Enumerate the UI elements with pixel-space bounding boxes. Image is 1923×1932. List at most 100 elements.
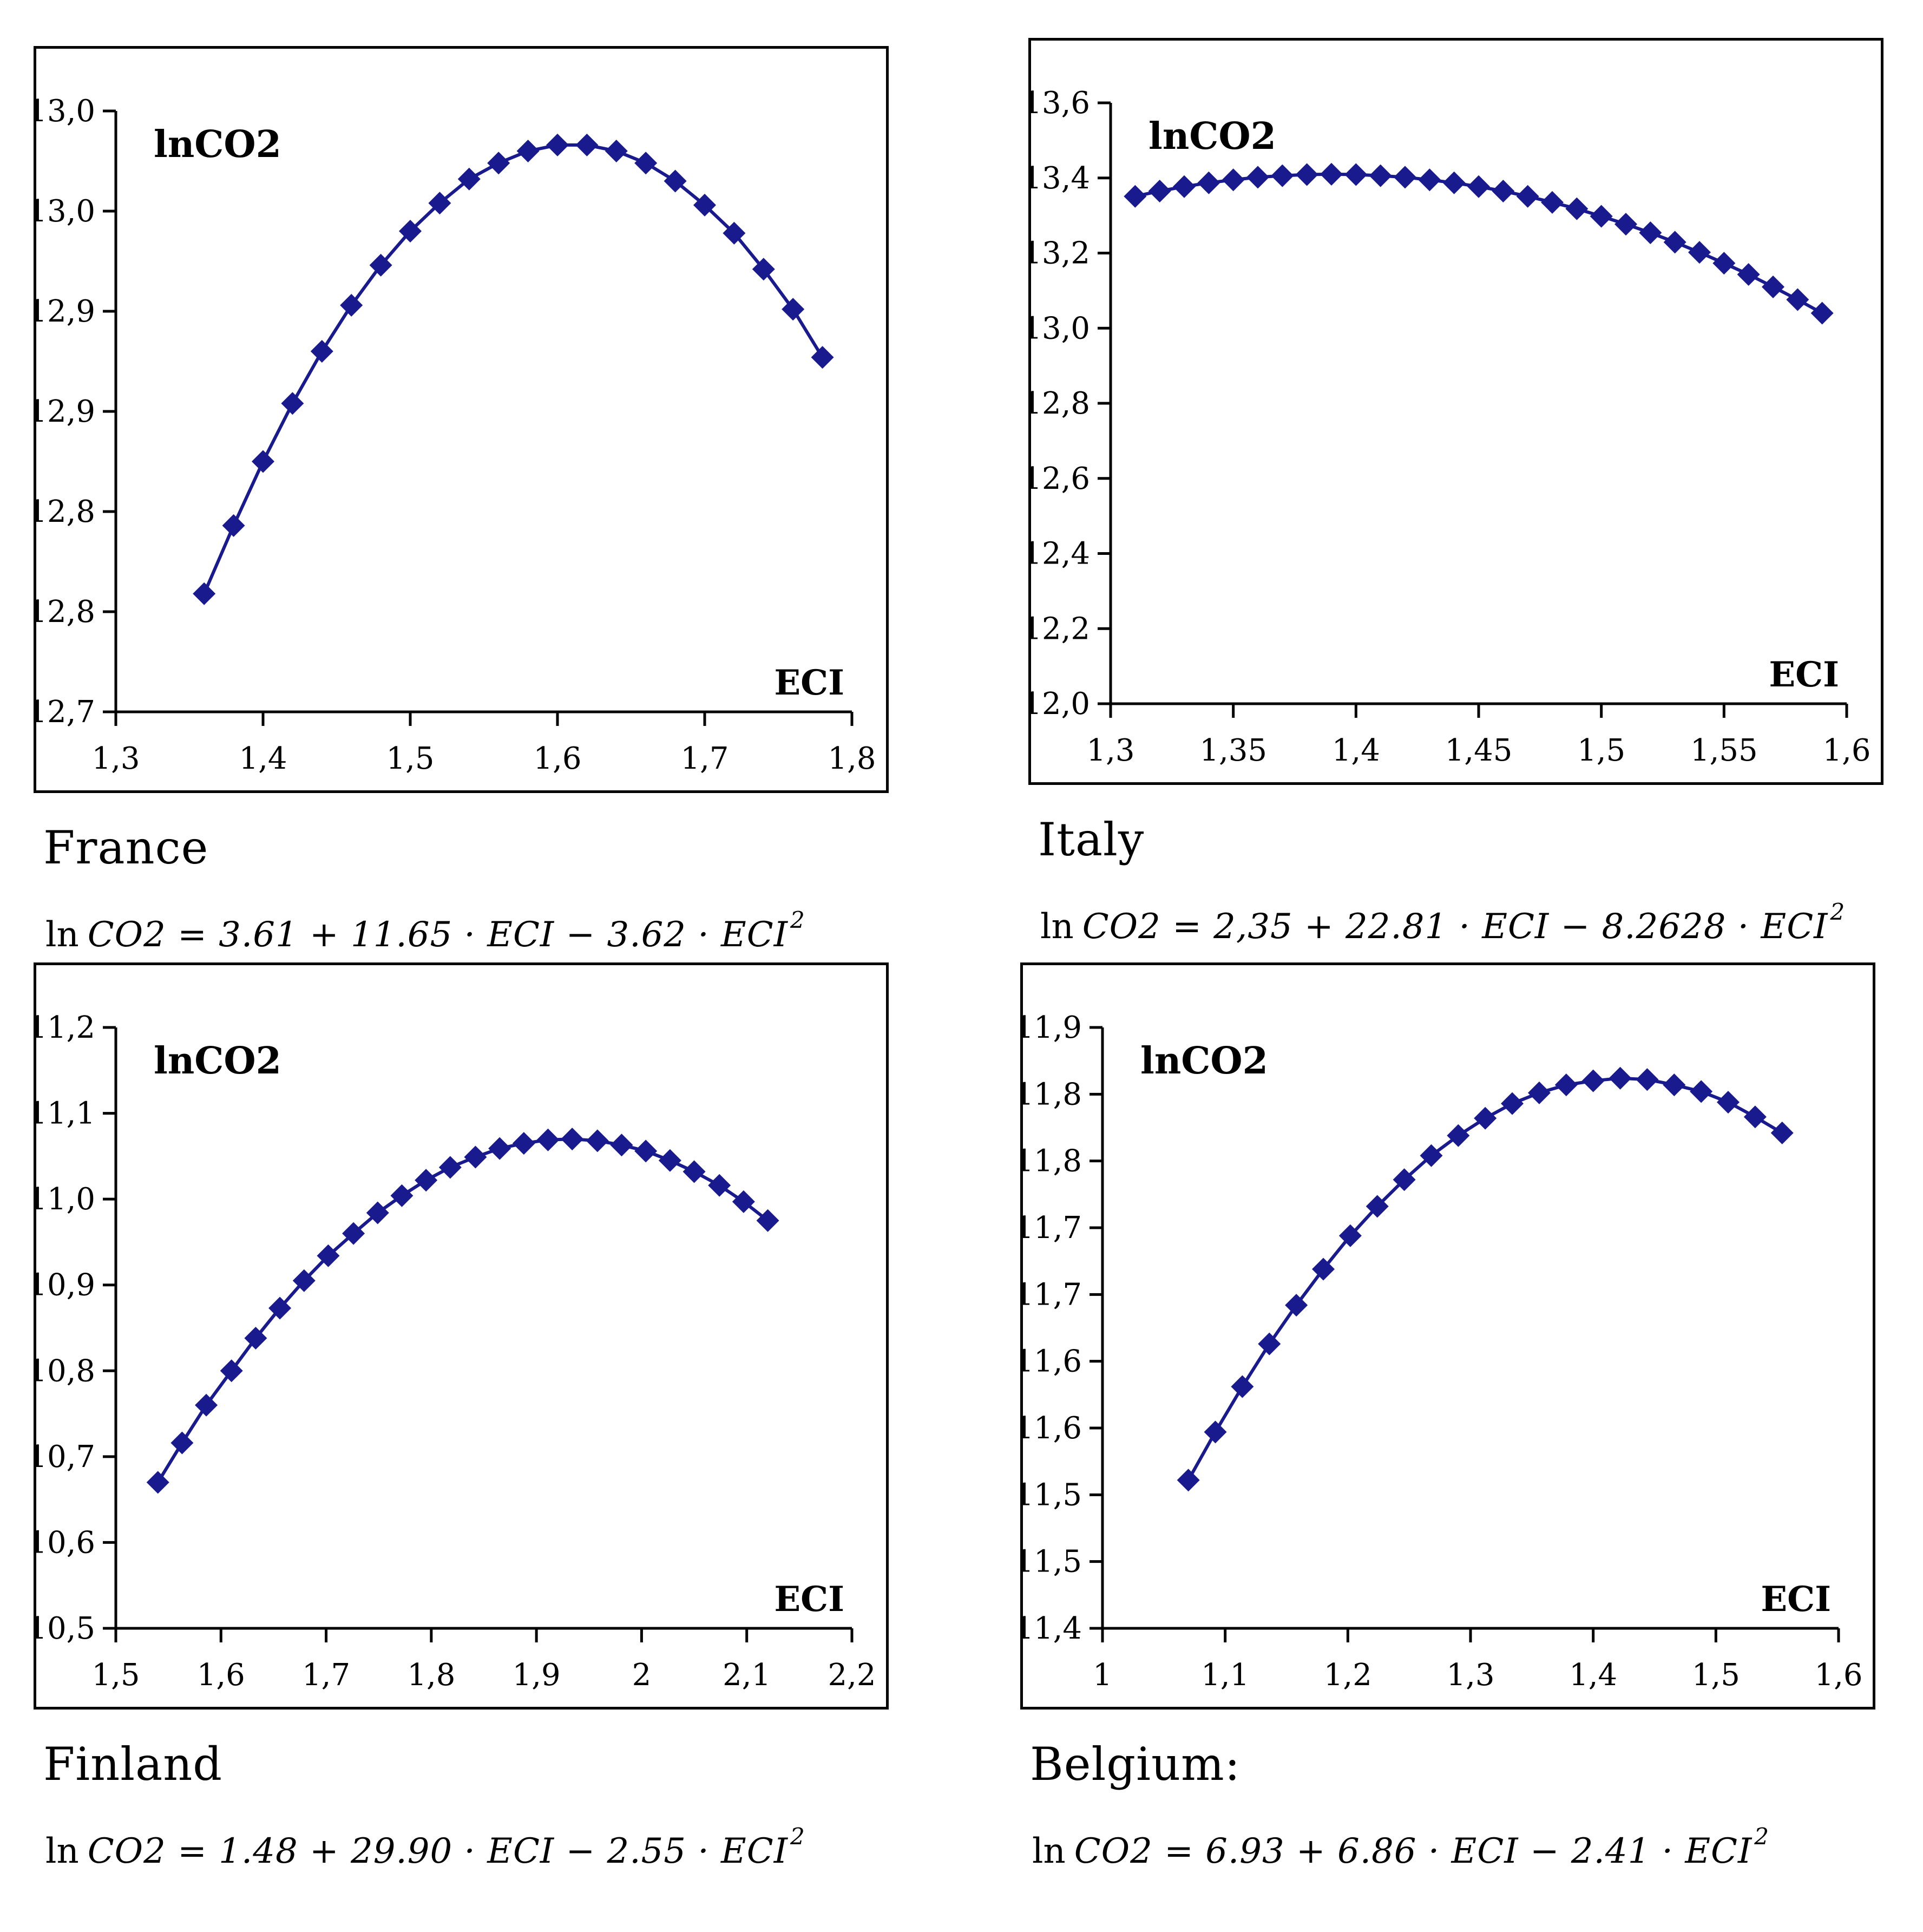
data-point-marker: [610, 1134, 633, 1157]
data-point-marker: [1285, 1294, 1308, 1317]
y-tick-label: 13,4: [1028, 161, 1090, 196]
data-point-marker: [1393, 1168, 1416, 1191]
data-point-marker: [546, 133, 569, 156]
data-point-marker: [1442, 171, 1466, 194]
data-point-marker: [708, 1174, 731, 1197]
y-tick-label: 11,5: [1020, 1544, 1082, 1580]
x-tick-label: 1: [1093, 1658, 1112, 1693]
x-tick-label: 1,5: [386, 741, 434, 776]
data-point-marker: [310, 340, 333, 363]
chart-section-italy: 12,0 12,2 12,4 12,6 12,8 13,0 13,2 13,4 13,6 1,3 1…: [1028, 38, 1908, 947]
x-tick-label: 2,1: [723, 1658, 771, 1693]
formula-ln: ln: [45, 1831, 79, 1871]
data-point-marker: [268, 1296, 292, 1320]
formula-ln: ln: [1040, 907, 1074, 947]
y-tick-label: 11,6: [1020, 1344, 1082, 1379]
x-tick-label: 1,6: [533, 741, 581, 776]
data-point-marker: [1492, 180, 1515, 203]
y-tick-label: 12,4: [1028, 536, 1090, 572]
data-point-marker: [1467, 175, 1490, 198]
y-tick-label: 12,7: [34, 695, 95, 730]
data-point-marker: [605, 140, 628, 162]
chart-canvas: 11,4 11,5 11,5 11,6 11,6 11,7 11,7 11,8 11,8 11,9…: [1020, 962, 1875, 1710]
x-tick-label: 2,2: [828, 1658, 876, 1693]
y-tick-label: 11,8: [1020, 1077, 1082, 1112]
y-tick-label: 12,9: [34, 394, 95, 429]
inner-x-axis-title: ECI: [774, 1579, 844, 1620]
x-tick-label: 1,1: [1201, 1658, 1249, 1693]
y-tick-label: 11,9: [1020, 1010, 1082, 1045]
inner-y-axis-title: lnCO2: [154, 123, 281, 166]
x-tick-label: 1,6: [197, 1658, 245, 1693]
data-point-marker: [1737, 263, 1760, 286]
data-point-marker: [366, 1201, 389, 1224]
x-tick-label: 1,35: [1199, 733, 1267, 768]
data-point-marker: [281, 392, 304, 415]
data-point-marker: [1173, 175, 1196, 198]
formula-exponent: 2: [1830, 899, 1845, 925]
data-point-marker: [1581, 1069, 1605, 1092]
data-point-marker: [1258, 1332, 1281, 1355]
data-point-marker: [222, 514, 245, 537]
y-tick-label: 12,8: [1028, 386, 1090, 421]
y-tick-label: 10,6: [34, 1525, 95, 1560]
chart-canvas-svg: 12,7 12,8 12,8 12,9 12,9 13,0 13,0 1,3 1,4 1,5 1,6…: [34, 46, 889, 793]
data-point-marker: [193, 582, 216, 605]
data-point-marker: [1762, 275, 1784, 298]
formula-body: CO2 = 3.61 + 11.65 · ECI − 3.62 · ECI: [87, 915, 788, 955]
x-tick-label: 1,2: [1324, 1658, 1372, 1693]
data-point-marker: [457, 167, 481, 191]
data-point-marker: [1177, 1469, 1200, 1492]
data-point-marker: [1197, 171, 1220, 194]
x-tick-label: 1,4: [1569, 1658, 1617, 1693]
data-point-marker: [369, 253, 392, 277]
inner-x-axis-title: ECI: [774, 663, 844, 703]
data-point-marker: [1614, 213, 1637, 236]
x-tick-label: 1,3: [1446, 1658, 1494, 1693]
inner-y-axis-title: lnCO2: [154, 1039, 281, 1083]
y-tick-label: 11,2: [34, 1010, 95, 1045]
data-point-marker: [1527, 1081, 1551, 1104]
data-point-marker: [1609, 1066, 1632, 1090]
formula-exponent: 2: [790, 1823, 805, 1850]
y-tick-label: 12,8: [34, 594, 95, 630]
data-point-marker: [1516, 185, 1539, 208]
data-point-marker: [1636, 1068, 1659, 1091]
data-point-marker: [1204, 1420, 1227, 1444]
data-point-marker: [340, 293, 363, 317]
data-point-marker: [317, 1244, 340, 1267]
data-point-marker: [1148, 180, 1171, 203]
data-point-marker: [1394, 166, 1416, 189]
chart-section-belgium: 11,4 11,5 11,5 11,6 11,6 11,7 11,7 11,8 11,8 11,9…: [1020, 962, 1900, 1871]
x-tick-label: 1,5: [1577, 733, 1625, 768]
y-tick-label: 11,1: [34, 1096, 95, 1131]
data-point-marker: [1344, 163, 1368, 186]
x-tick-label: 2: [632, 1658, 652, 1693]
data-point-marker: [516, 140, 540, 162]
data-point-marker: [1246, 166, 1269, 189]
data-point-marker: [634, 1139, 658, 1163]
data-point-marker: [1366, 1195, 1389, 1218]
plot-border: [1028, 38, 1883, 785]
data-point-marker: [782, 298, 805, 321]
x-tick-label: 1,5: [1692, 1658, 1740, 1693]
y-tick-label: 11,4: [1020, 1611, 1082, 1646]
chart-canvas: 12,7 12,8 12,8 12,9 12,9 13,0 13,0 1,3 1,4 1,5 1,6…: [34, 46, 889, 793]
data-point-marker: [732, 1190, 755, 1213]
y-tick-label: 10,8: [34, 1353, 95, 1389]
y-tick-label: 13,0: [1028, 311, 1090, 346]
data-point-marker: [252, 450, 274, 473]
data-point-marker: [342, 1222, 365, 1245]
data-point-marker: [1786, 288, 1809, 311]
chart-canvas: 10,5 10,6 10,7 10,8 10,9 11,0 11,1 11,2 1,5 1,6 1,…: [34, 962, 889, 1710]
data-point-marker: [1663, 1073, 1686, 1097]
data-point-marker: [292, 1269, 316, 1292]
y-tick-label: 12,9: [34, 294, 95, 329]
data-point-marker: [1418, 168, 1441, 192]
data-point-marker: [1770, 1121, 1794, 1144]
x-tick-label: 1,4: [239, 741, 287, 776]
series-line: [202, 143, 824, 594]
y-tick-label: 13,2: [1028, 236, 1090, 271]
data-point-marker: [811, 346, 834, 369]
regression-formula: ln CO2 = 3.61 + 11.65 · ECI − 3.62 · ECI2: [45, 907, 913, 955]
